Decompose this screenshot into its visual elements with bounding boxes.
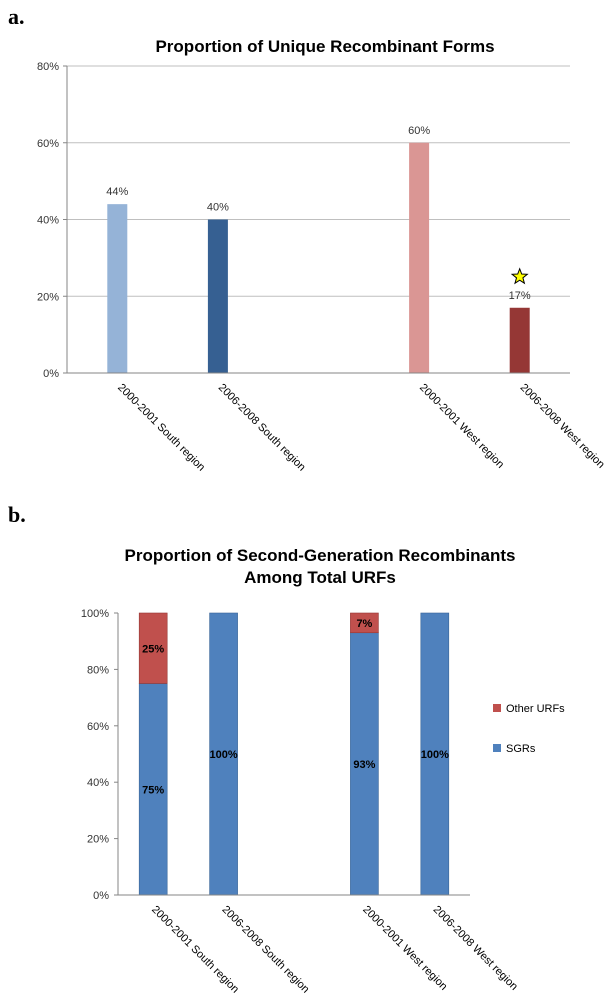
bar-other-urfs <box>350 612 379 634</box>
bar <box>207 219 228 373</box>
legend-other-urfs-label: Other URFs <box>506 703 565 715</box>
data-label-sgrs: 93% <box>353 759 375 771</box>
y-axis-tick-label: 0% <box>43 368 59 380</box>
x-axis-category-label: 2006-2008 South region <box>216 382 308 474</box>
bar-other-urfs <box>138 612 168 684</box>
bar-sgrs <box>138 683 168 896</box>
y-axis-tick-label: 40% <box>87 777 109 789</box>
data-label-sgrs: 100% <box>421 749 449 761</box>
data-label-sgrs: 75% <box>142 784 164 796</box>
data-label: 40% <box>207 202 229 214</box>
chart-b-title-line-2: Among Total URFs <box>244 568 396 587</box>
data-label-other-urfs: 25% <box>142 643 164 655</box>
panel-a-label: a. <box>8 4 25 29</box>
chart-b-title-line-1: Proportion of Second-Generation Recombin… <box>124 546 515 565</box>
bar <box>409 142 430 373</box>
chart-a: Proportion of Unique Recombinant Forms 0… <box>37 37 607 474</box>
y-axis-tick-label: 20% <box>87 834 109 846</box>
data-label-other-urfs: 7% <box>356 618 372 630</box>
bar-sgrs <box>350 632 379 896</box>
x-axis-category-label: 2000-2001 South region <box>115 382 207 474</box>
y-axis-tick-label: 60% <box>37 138 59 150</box>
bar <box>509 307 530 373</box>
bar-sgrs <box>209 612 238 896</box>
star-annotation <box>510 267 529 285</box>
bar-sgrs <box>420 612 450 896</box>
y-axis-tick-label: 40% <box>37 215 59 227</box>
bar <box>107 204 128 373</box>
y-axis-tick-label: 80% <box>37 61 59 73</box>
data-label: 17% <box>509 290 531 302</box>
legend-sgrs-swatch <box>493 744 501 752</box>
data-label: 60% <box>408 125 430 137</box>
legend-other-urfs-swatch <box>493 704 501 712</box>
y-axis-tick-label: 100% <box>81 608 109 620</box>
x-axis-category-label: 2006-2008 West region <box>518 382 607 471</box>
y-axis-tick-label: 60% <box>87 721 109 733</box>
data-label: 44% <box>106 186 128 198</box>
chart-b: Proportion of Second-Generation Recombin… <box>81 546 565 996</box>
data-label-sgrs: 100% <box>210 749 238 761</box>
y-axis-tick-label: 80% <box>87 664 109 676</box>
y-axis-tick-label: 0% <box>93 890 109 902</box>
legend-sgrs-label: SGRs <box>506 743 536 755</box>
panel-b-label: b. <box>8 502 26 527</box>
x-axis-category-label: 2000-2001 West region <box>417 382 506 471</box>
chart-a-title: Proportion of Unique Recombinant Forms <box>155 37 494 56</box>
y-axis-tick-label: 20% <box>37 291 59 303</box>
